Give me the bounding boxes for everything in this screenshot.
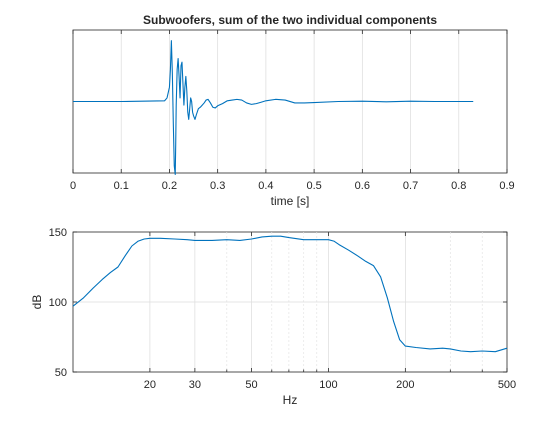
- frequency-response-y-tick-label: 100: [49, 297, 67, 309]
- time-domain-x-axis-label: time [s]: [271, 194, 310, 208]
- time-domain-chart-title: Subwoofers, sum of the two individual co…: [143, 13, 437, 27]
- frequency-response-y-tick-label: 150: [49, 227, 67, 239]
- frequency-response-y-axis-label: dB: [30, 295, 44, 310]
- time-domain-x-tick-label: 0.9: [499, 180, 514, 192]
- frequency-response-series-line: [72, 235, 508, 353]
- time-domain-x-tick-label: 0.6: [355, 180, 370, 192]
- frequency-response-x-axis-label: Hz: [283, 393, 298, 407]
- frequency-response-y-tick-label: 50: [55, 367, 67, 379]
- time-domain-x-tick-label: 0.7: [403, 180, 418, 192]
- frequency-response-x-tick-label: 500: [498, 379, 516, 391]
- frequency-response-x-tick-label: 200: [396, 379, 414, 391]
- time-domain-series-line: [73, 40, 474, 175]
- frequency-response-x-tick-label: 20: [144, 379, 156, 391]
- time-domain-x-tick-label: 0.5: [306, 180, 321, 192]
- time-domain-x-tick-label: 0: [70, 180, 76, 192]
- time-domain-x-tick-label: 0.3: [210, 180, 225, 192]
- time-domain-x-tick-label: 0.1: [114, 180, 129, 192]
- frequency-response-x-tick-label: 100: [319, 379, 337, 391]
- time-domain-x-tick-label: 0.8: [451, 180, 466, 192]
- frequency-response-x-tick-label: 50: [245, 379, 257, 391]
- frequency-response-chart: 20 30 50 100 200 500 50 100 150 Hz dB: [30, 227, 516, 407]
- frequency-response-x-tick-label: 30: [189, 379, 201, 391]
- time-domain-chart: 0 0.1 0.2 0.3 0.4 0.5 0.6 0.7 0.8 0.9 Subwoofers, …: [70, 13, 515, 208]
- time-domain-x-tick-label: 0.2: [162, 180, 177, 192]
- time-domain-x-tick-label: 0.4: [258, 180, 273, 192]
